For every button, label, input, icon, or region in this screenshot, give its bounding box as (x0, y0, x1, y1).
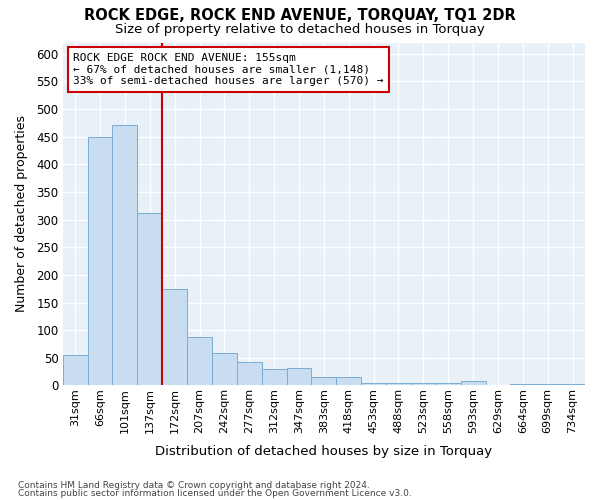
Bar (511, 384, 535, 386)
Bar (461, 381, 485, 386)
Bar (63, 355, 88, 386)
Text: Size of property relative to detached houses in Torquay: Size of property relative to detached ho… (115, 22, 485, 36)
Text: ROCK EDGE, ROCK END AVENUE, TORQUAY, TQ1 2DR: ROCK EDGE, ROCK END AVENUE, TORQUAY, TQ1… (84, 8, 516, 22)
Text: ROCK EDGE ROCK END AVENUE: 155sqm
← 67% of detached houses are smaller (1,148)
3: ROCK EDGE ROCK END AVENUE: 155sqm ← 67% … (73, 53, 383, 86)
Bar (287, 368, 311, 386)
Bar (137, 214, 162, 386)
Bar (386, 382, 411, 386)
Bar (237, 362, 262, 386)
Bar (262, 369, 287, 386)
Bar (535, 384, 560, 386)
Bar (212, 354, 237, 386)
Bar (187, 337, 212, 386)
X-axis label: Distribution of detached houses by size in Torquay: Distribution of detached houses by size … (155, 444, 493, 458)
Bar (311, 377, 337, 386)
Text: Contains HM Land Registry data © Crown copyright and database right 2024.: Contains HM Land Registry data © Crown c… (18, 480, 370, 490)
Bar (411, 382, 436, 386)
Bar (361, 382, 386, 386)
Bar (337, 377, 361, 386)
Bar (112, 126, 137, 386)
Bar (88, 136, 112, 386)
Bar (436, 382, 461, 386)
Y-axis label: Number of detached properties: Number of detached properties (15, 116, 28, 312)
Bar (162, 288, 187, 386)
Bar (560, 384, 585, 386)
Text: Contains public sector information licensed under the Open Government Licence v3: Contains public sector information licen… (18, 489, 412, 498)
